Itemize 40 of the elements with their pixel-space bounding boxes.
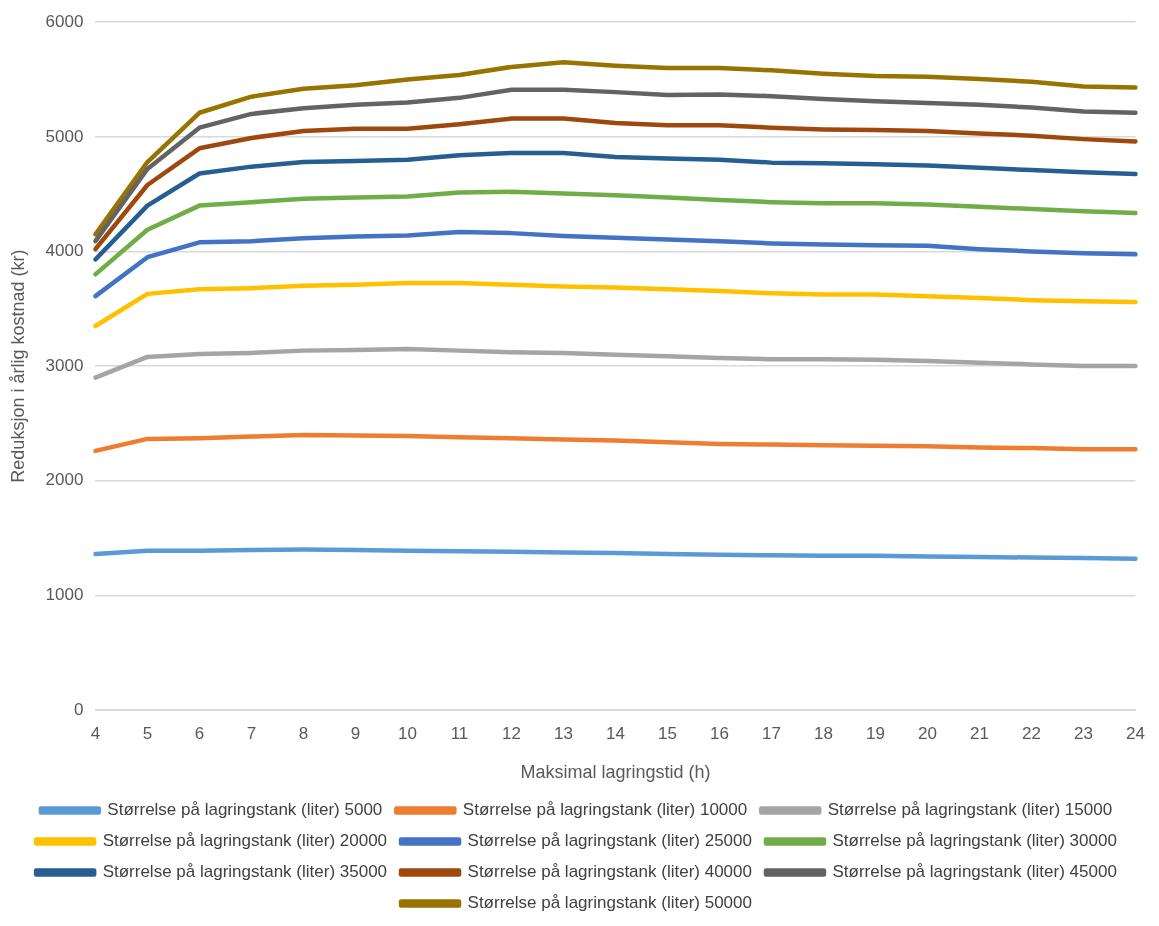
x-tick-label: 13 bbox=[554, 723, 573, 743]
y-tick-label: 2000 bbox=[45, 470, 84, 490]
x-tick-label: 5 bbox=[142, 723, 153, 743]
y-tick-label: 1000 bbox=[45, 585, 84, 605]
legend-label: Størrelse på lagringstank (liter) 45000 bbox=[832, 862, 1117, 882]
x-tick-label: 20 bbox=[918, 723, 937, 743]
x-tick-label: 24 bbox=[1126, 723, 1146, 743]
legend-label: Størrelse på lagringstank (liter) 10000 bbox=[462, 800, 748, 820]
legend-label: Størrelse på lagringstank (liter) 35000 bbox=[102, 862, 388, 882]
x-tick-label: 4 bbox=[90, 723, 101, 743]
x-tick-label: 15 bbox=[658, 723, 677, 743]
x-tick-label: 18 bbox=[814, 723, 833, 743]
x-tick-label: 8 bbox=[298, 723, 309, 743]
legend-label: Størrelse på lagringstank (liter) 15000 bbox=[827, 800, 1113, 820]
x-tick-label: 11 bbox=[450, 723, 469, 743]
y-tick-label: 0 bbox=[73, 699, 84, 719]
x-axis-title: Maksimal lagringstid (h) bbox=[520, 762, 711, 783]
legend-label: Størrelse på lagringstank (liter) 30000 bbox=[832, 831, 1117, 851]
x-tick-label: 23 bbox=[1074, 723, 1093, 743]
legend-label: Størrelse på lagringstank (liter) 40000 bbox=[467, 862, 752, 882]
x-tick-label: 12 bbox=[502, 723, 521, 743]
legend-label: Størrelse på lagringstank (liter) 20000 bbox=[102, 831, 388, 851]
x-tick-label: 22 bbox=[1022, 723, 1041, 743]
x-tick-label: 9 bbox=[350, 723, 361, 743]
x-tick-label: 21 bbox=[970, 723, 989, 743]
legend-label: Størrelse på lagringstank (liter) 50000 bbox=[467, 893, 752, 913]
x-tick-label: 16 bbox=[710, 723, 729, 743]
x-tick-label: 19 bbox=[866, 723, 885, 743]
y-axis-title: Reduksjon i årlig kostnad (kr) bbox=[7, 249, 28, 483]
x-tick-label: 10 bbox=[398, 723, 417, 743]
x-tick-label: 6 bbox=[194, 723, 205, 743]
y-tick-label: 5000 bbox=[45, 126, 84, 146]
legend-label: Størrelse på lagringstank (liter) 5000 bbox=[107, 800, 383, 820]
x-tick-label: 7 bbox=[246, 723, 257, 743]
x-tick-label: 17 bbox=[762, 723, 781, 743]
x-tick-label: 14 bbox=[606, 723, 625, 743]
legend-label: Størrelse på lagringstank (liter) 25000 bbox=[467, 831, 752, 851]
y-tick-label: 6000 bbox=[45, 11, 84, 31]
y-tick-label: 3000 bbox=[45, 355, 84, 375]
y-tick-label: 4000 bbox=[45, 241, 84, 261]
